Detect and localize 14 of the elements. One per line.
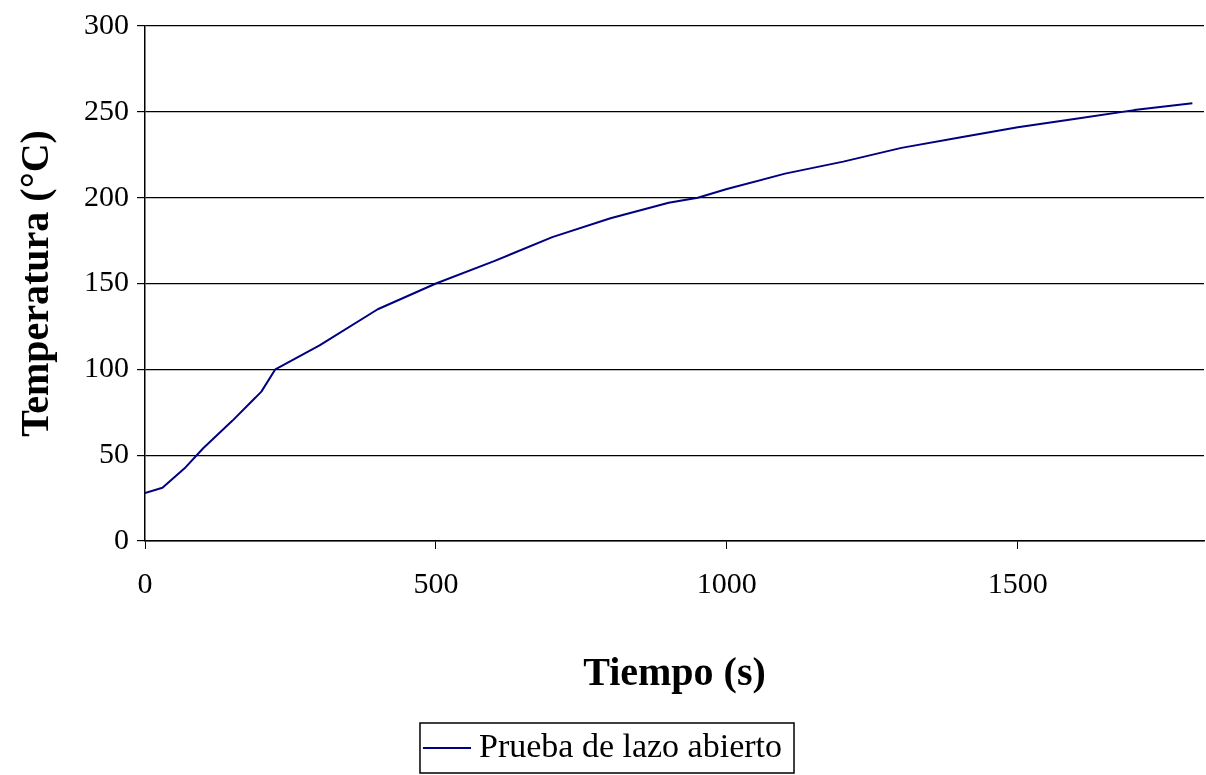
y-tick-label: 200 xyxy=(84,178,129,212)
x-tick-label: 0 xyxy=(137,565,153,599)
y-tick-label: 50 xyxy=(99,436,129,470)
x-tick-label: 1000 xyxy=(696,565,757,599)
y-tick-label: 150 xyxy=(84,264,129,298)
legend-label: Prueba de lazo abierto xyxy=(478,726,783,764)
y-tick-label: 100 xyxy=(84,350,129,384)
x-tick-label: 500 xyxy=(413,565,459,599)
y-tick-label: 250 xyxy=(84,92,129,126)
x-axis-title: Tiempo (s) xyxy=(583,649,766,695)
y-tick-label: 300 xyxy=(84,6,129,40)
y-axis-title: Temperatura (°C) xyxy=(12,130,58,437)
x-tick-label: 1500 xyxy=(987,565,1048,599)
y-tick-label: 0 xyxy=(114,521,129,555)
